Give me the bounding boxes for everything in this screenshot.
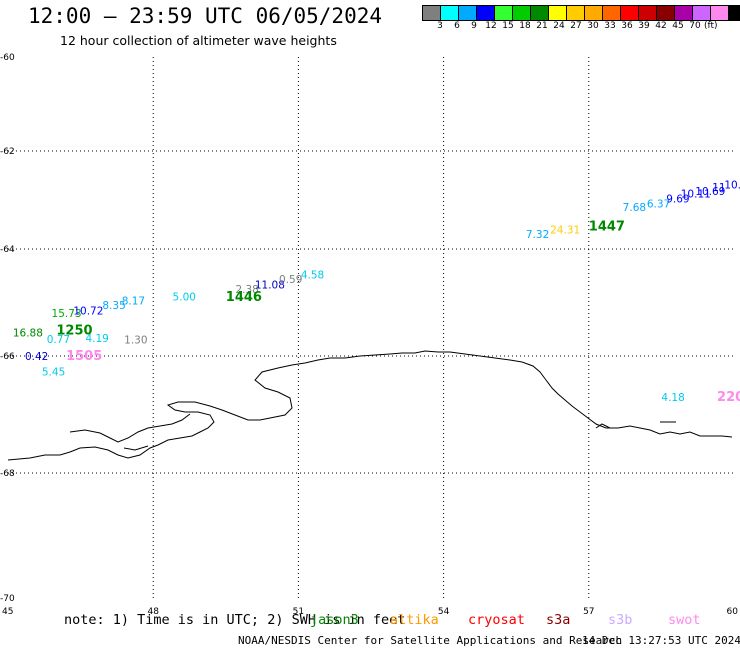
legend-item-jason3: jason3 (310, 612, 359, 628)
legend-item-altika: altika (390, 612, 439, 628)
wave-height-label: 9.69 (666, 193, 689, 205)
graticule: -60 -62 -64 -66 -68 -70 45 48 51 54 57 60 (0, 53, 738, 617)
legend-item-s3b: s3b (608, 612, 633, 628)
coastline-cape (595, 423, 611, 429)
lon-tick-label: 51 (293, 607, 304, 617)
colorbar-labels: 3 6 9 12 15 18 21 24 27 30 33 36 39 42 45 70 (ft) (422, 21, 740, 33)
wave-height-label: 10.69 (695, 186, 725, 198)
colorbar-label: 12 (485, 21, 497, 31)
map-title: 12:00 — 23:59 UTC 06/05/2024 (28, 4, 383, 28)
lon-tick-label: 48 (147, 607, 159, 617)
wave-height-label: 7.32 (526, 229, 549, 241)
pass-time-stamps: 1250 1505 1446 1447 2208 (56, 219, 740, 405)
wave-height-label: 15.73 (52, 308, 82, 320)
pass-time-label: 1250 (56, 324, 92, 339)
lat-tick-label: -62 (0, 147, 15, 157)
pass-time-label: 1446 (226, 290, 262, 305)
wave-height-label: 8.17 (122, 296, 145, 308)
lon-tick-label: 60 (727, 607, 739, 617)
colorbar-unit: (ft) (704, 21, 718, 31)
pass-time-label: 1505 (66, 349, 102, 364)
wave-height-label: 7.68 (623, 202, 646, 214)
wave-height-label: 5.00 (173, 291, 196, 303)
lon-tick-label: 45 (2, 607, 13, 617)
wave-height-label: 16.88 (13, 328, 43, 340)
lat-tick-label: -64 (0, 245, 15, 255)
lat-tick-label: -60 (0, 53, 15, 63)
wave-height-label: 24.31 (550, 224, 580, 236)
wave-height-label: 10.72 (73, 305, 103, 317)
wave-height-label: 0.77 (47, 334, 70, 346)
wave-height-label: 0.42 (25, 351, 48, 363)
colorbar-label: 33 (604, 21, 616, 31)
colorbar-label: 42 (655, 21, 667, 31)
lon-tick-label: 57 (583, 607, 594, 617)
legend-item-swot: swot (668, 612, 701, 628)
coastline-main (7, 350, 733, 461)
colorbar-label: 18 (519, 21, 531, 31)
wave-height-label: 11 (739, 176, 740, 188)
wave-height-label: 4.58 (301, 269, 324, 281)
generated-time: 14 Dec 13:27:53 UTC 2024 (582, 634, 740, 647)
pass-time-label: 1447 (589, 219, 625, 234)
pass-time-label: 2208 (717, 390, 740, 405)
wave-height-label: 10.89 (724, 180, 740, 192)
wave-height-label: 8.35 (102, 300, 125, 312)
colorbar-label: 30 (587, 21, 599, 31)
legend-item-s3a: s3a (546, 612, 571, 628)
colorbar-label: 45 (672, 21, 684, 31)
legend-item-cryosat: cryosat (468, 612, 525, 628)
colorbar-swatch (728, 5, 740, 21)
wave-height-label: 4.18 (661, 392, 684, 404)
colorbar-label: 3 (437, 21, 443, 31)
lon-tick-label: 54 (438, 607, 450, 617)
credit-text: NOAA/NESDIS Center for Satellite Applica… (238, 634, 623, 647)
wave-height-label: 5.45 (42, 366, 65, 378)
wave-height-label: 11.08 (255, 280, 285, 292)
map-subtitle: 12 hour collection of altimeter wave hei… (60, 33, 337, 48)
colorbar-label: 9 (471, 21, 477, 31)
wave-height-colorbar (422, 5, 740, 21)
colorbar-label: 70 (689, 21, 701, 31)
colorbar-label: 6 (454, 21, 460, 31)
wave-height-label: 10.11 (681, 189, 711, 201)
colorbar-label: 24 (553, 21, 565, 31)
wave-height-label: 11 (712, 182, 725, 194)
colorbar-label: 15 (502, 21, 514, 31)
coastline-island (123, 445, 149, 451)
wave-height-label: 6.37 (647, 198, 670, 210)
coastline-antarctica (7, 350, 733, 461)
lat-tick-label: -66 (0, 352, 15, 362)
colorbar-label: 21 (536, 21, 548, 31)
colorbar-label: 39 (638, 21, 650, 31)
wave-height-label: 1.30 (124, 335, 147, 347)
colorbar-label: 36 (621, 21, 633, 31)
coastline-inlet (69, 413, 191, 443)
wave-height-label: 0.59 (279, 274, 302, 286)
wave-height-label: 2.38 (235, 284, 258, 296)
wave-height-label: 4.19 (85, 333, 108, 345)
note-text: note: 1) Time is in UTC; 2) SWH is in fe… (64, 612, 406, 628)
lat-tick-label: -70 (0, 594, 15, 604)
lat-tick-label: -68 (0, 469, 15, 479)
colorbar-label: 27 (570, 21, 582, 31)
